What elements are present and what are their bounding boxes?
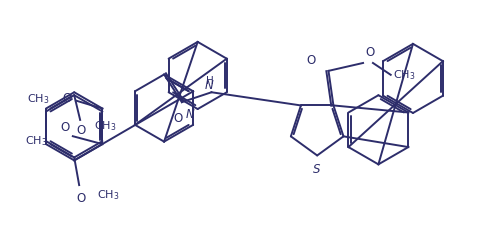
Text: CH$_3$: CH$_3$ <box>393 68 415 82</box>
Text: N: N <box>205 79 214 92</box>
Text: O: O <box>365 46 374 59</box>
Text: CH$_3$: CH$_3$ <box>25 134 47 148</box>
Text: O: O <box>63 92 72 105</box>
Text: O: O <box>60 121 70 134</box>
Text: CH$_3$: CH$_3$ <box>97 188 119 202</box>
Text: S: S <box>313 163 321 176</box>
Text: CH$_3$: CH$_3$ <box>27 92 49 106</box>
Text: N: N <box>186 108 195 121</box>
Text: O: O <box>306 54 315 67</box>
Text: O: O <box>76 124 86 137</box>
Text: O: O <box>174 112 183 125</box>
Text: H: H <box>206 76 213 86</box>
Text: O: O <box>76 192 86 205</box>
Text: CH$_3$: CH$_3$ <box>94 119 117 133</box>
